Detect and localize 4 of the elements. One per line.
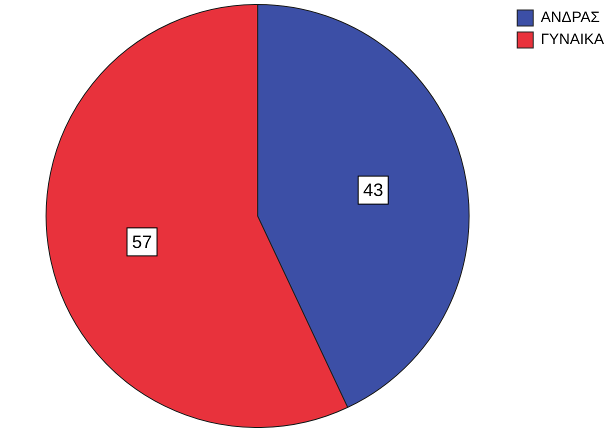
legend-label: ΑΝΔΡΑΣ (540, 9, 600, 26)
data-label: 43 (363, 180, 384, 200)
legend-label: ΓΥΝΑΙΚΑ (540, 31, 604, 48)
data-label: 57 (132, 232, 152, 252)
